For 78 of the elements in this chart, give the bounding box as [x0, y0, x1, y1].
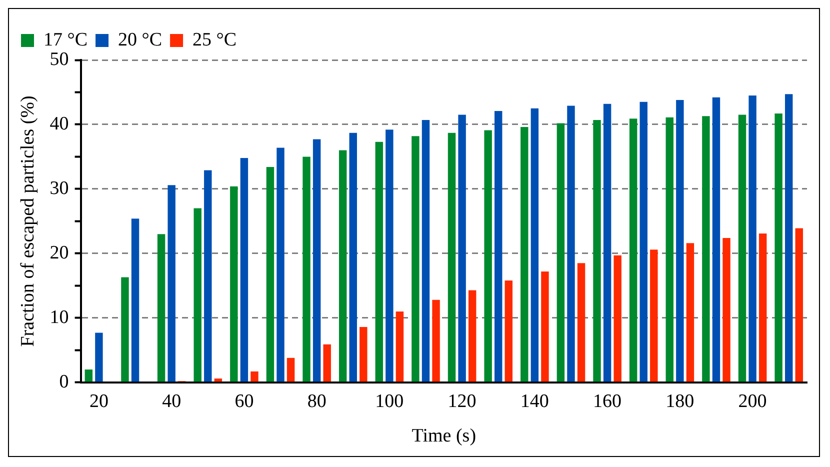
y-tick-label: 40: [50, 113, 69, 134]
bar: [230, 186, 238, 382]
bar: [214, 378, 222, 382]
bar: [286, 358, 295, 382]
bar: [686, 243, 694, 382]
bar: [276, 148, 284, 382]
bar: [541, 271, 549, 382]
x-tick-label: 100: [375, 390, 404, 412]
bar: [266, 167, 274, 382]
x-tick-label: 40: [162, 390, 182, 412]
bar: [666, 117, 674, 382]
bar: [412, 136, 420, 382]
x-axis-title: Time (s): [412, 426, 476, 447]
bar: [784, 94, 793, 382]
bar: [338, 150, 347, 382]
bar: [458, 114, 466, 382]
bar: [676, 100, 684, 382]
bar: [349, 132, 357, 382]
bar: [748, 95, 756, 382]
y-tick-label: 10: [50, 306, 69, 328]
bar: [556, 123, 565, 382]
bar: [386, 130, 394, 382]
bar: [738, 114, 746, 382]
bar: [250, 371, 258, 382]
x-tick-label: 180: [666, 390, 694, 412]
bar: [614, 255, 622, 382]
bar: [567, 106, 575, 382]
bar: [422, 120, 430, 382]
bar: [204, 170, 212, 382]
y-tick-label: 30: [50, 178, 69, 199]
bar: [603, 104, 612, 382]
bar: [702, 116, 710, 382]
legend-label: 20 °C: [118, 29, 162, 50]
legend-label: 17 °C: [44, 29, 88, 50]
bar: [84, 370, 93, 382]
bar: [312, 139, 321, 382]
bar: [593, 120, 601, 382]
bar: [240, 158, 248, 382]
x-tick-label: 20: [89, 390, 108, 412]
y-tick-label: 0: [59, 371, 69, 392]
y-tick-label: 20: [50, 242, 69, 264]
x-tick-label: 200: [738, 390, 767, 412]
bar: [468, 290, 476, 382]
bar: [504, 280, 513, 382]
legend-label: 25 °C: [192, 29, 237, 50]
bar: [131, 218, 140, 382]
bar: [194, 208, 202, 382]
x-tick-label: 120: [448, 390, 476, 412]
x-tick-label: 160: [593, 390, 622, 412]
x-tick-label: 60: [234, 390, 254, 412]
y-tick-label: 50: [50, 48, 69, 70]
bar: [448, 132, 456, 382]
bar: [758, 233, 767, 382]
bar: [168, 185, 176, 382]
bar: [95, 332, 103, 382]
y-axis-title: Fraction of escaped particles (%): [17, 96, 38, 347]
bar: [629, 118, 638, 382]
bar: [121, 277, 129, 382]
bar: [520, 127, 528, 382]
bar: [484, 130, 492, 382]
bar: [157, 234, 166, 382]
bar: [774, 114, 782, 382]
bar: [323, 344, 331, 382]
bar: [530, 108, 539, 382]
bar: [302, 156, 310, 382]
bar: [577, 263, 586, 382]
bar: [396, 311, 404, 382]
bar: [712, 97, 720, 382]
bar: [722, 238, 730, 382]
x-tick-label: 80: [307, 390, 326, 412]
bar: [795, 228, 803, 382]
bar: [432, 300, 440, 382]
bar: [375, 142, 384, 382]
bar: [650, 250, 658, 382]
bar: [494, 110, 502, 382]
bar: [640, 102, 648, 382]
bar: [360, 326, 368, 382]
x-tick-label: 140: [520, 390, 549, 412]
